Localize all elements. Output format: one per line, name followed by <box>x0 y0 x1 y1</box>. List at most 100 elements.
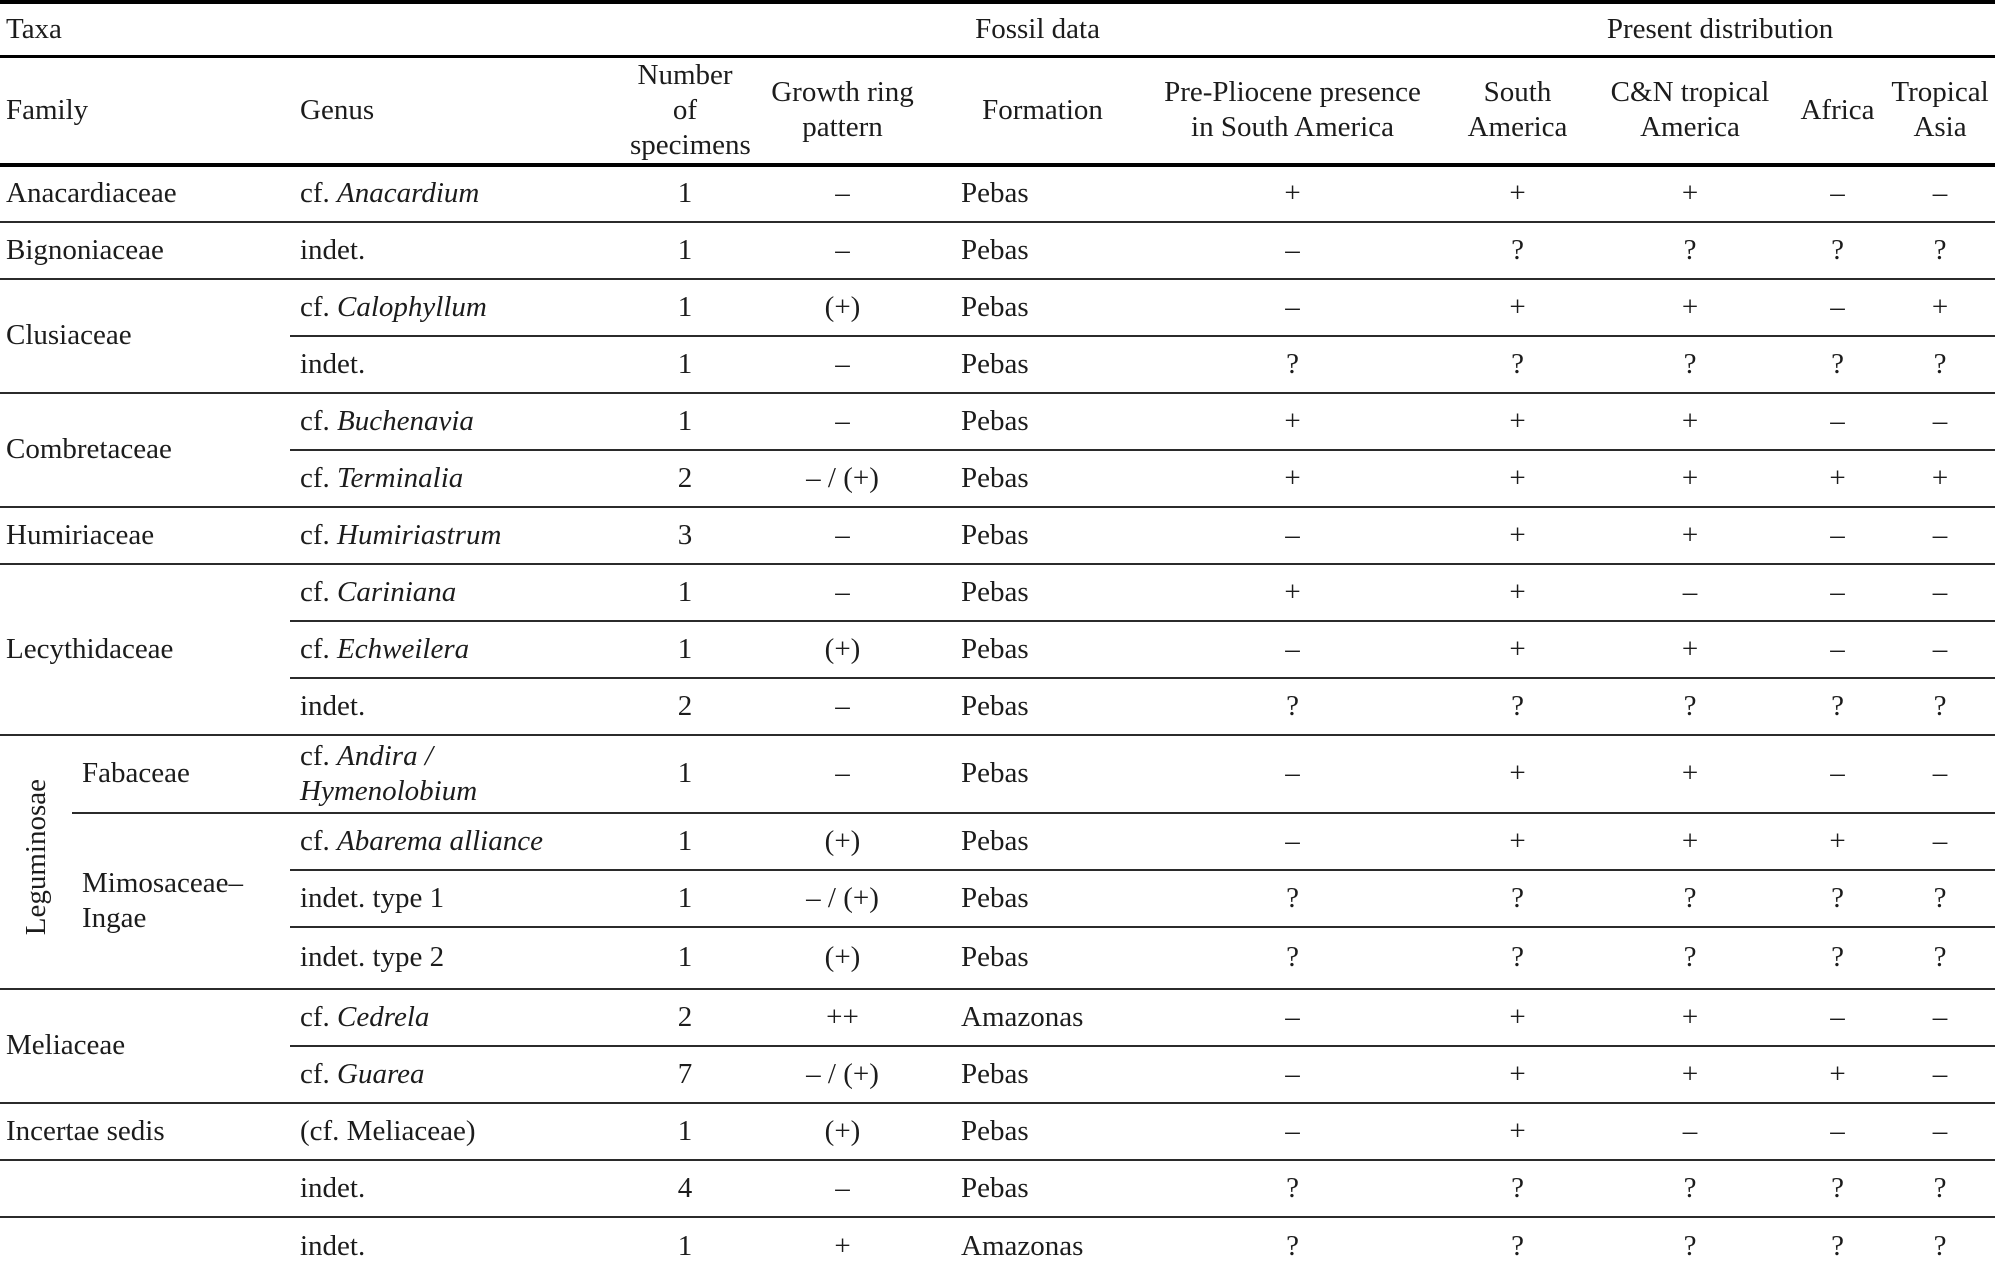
genus-cell: indet. <box>290 677 631 736</box>
table-row: cf. Echweilera 1 (+) Pebas – + + – – <box>0 620 1995 679</box>
formation-cell: Amazonas <box>961 1230 1084 1262</box>
growth-ring-cell: – <box>740 563 946 622</box>
cn-tropical-america-cell: + <box>1590 988 1791 1047</box>
genus-prefix: indet. <box>300 347 366 380</box>
genus-cell: cf. Cariniana <box>290 563 631 622</box>
genus-cell: cf. Terminalia <box>290 449 631 508</box>
formation-cell: Pebas <box>945 164 1141 223</box>
genus-name: Cariniana <box>337 575 457 608</box>
pre-pliocene-cell: – <box>1140 278 1446 337</box>
growth-ring-cell: (+) <box>740 926 946 990</box>
africa-cell: ? <box>1831 1230 1844 1262</box>
tropical-asia-cell: ? <box>1885 221 1995 280</box>
cn-tropical-america-cell: + <box>1590 278 1791 337</box>
formation-cell: Pebas <box>945 677 1141 736</box>
specimens-cell: 1 <box>677 1230 693 1262</box>
genus-cell: indet. type 2 <box>290 926 631 990</box>
specimens-cell: 1 <box>630 164 741 223</box>
specimens-cell: 2 <box>630 988 741 1047</box>
tropical-asia-cell: ? <box>1885 926 1995 990</box>
formation-cell: Pebas <box>945 392 1141 451</box>
table-row: Incertae sedis (cf. Meliaceae) 1 (+) Peb… <box>0 1102 1995 1161</box>
tropical-asia-cell: – <box>1885 812 1995 871</box>
south-america-cell: + <box>1445 164 1591 223</box>
africa-cell: – <box>1790 563 1886 622</box>
group-header-present-distribution: Present distribution <box>1445 2 1995 58</box>
growth-ring-cell: – <box>740 677 946 736</box>
leguminosae-vertical-label: Leguminosae <box>19 778 52 936</box>
pre-pliocene-cell: + <box>1140 563 1446 622</box>
table-row: indet. 1 + Amazonas ? ? ? ? ? <box>0 1217 1995 1266</box>
tropical-asia-cell: – <box>1885 1102 1995 1161</box>
family-cell: Anacardiaceae <box>0 164 290 223</box>
growth-ring-cell: – / (+) <box>740 449 946 508</box>
cn-tropical-america-cell: + <box>1590 449 1791 508</box>
formation-cell: Pebas <box>945 506 1141 565</box>
table-row: Combretaceae cf. Buchenavia 1 – Pebas + … <box>0 392 1995 508</box>
genus-prefix: indet. type 1 <box>300 881 445 914</box>
growth-ring-cell: – <box>740 1159 946 1218</box>
genus-prefix: cf. <box>300 632 338 665</box>
genus-prefix: cf. <box>300 177 338 209</box>
tropical-asia-cell: – <box>1885 1045 1995 1104</box>
table-row: indet. type 1 1 – / (+) Pebas ? ? ? ? ? <box>0 869 1995 928</box>
africa-cell: – <box>1790 988 1886 1047</box>
pre-pliocene-cell: ? <box>1140 677 1446 736</box>
column-header-tropical-asia: Tropical Asia <box>1885 56 1995 167</box>
family-cell <box>0 1159 290 1218</box>
growth-ring-cell: – <box>740 734 946 814</box>
specimens-cell: 2 <box>630 677 741 736</box>
column-header-genus: Genus <box>290 56 631 167</box>
growth-ring-cell: – <box>740 506 946 565</box>
south-america-cell: ? <box>1445 677 1591 736</box>
specimens-cell: 1 <box>630 1102 741 1161</box>
formation-cell: Pebas <box>945 869 1141 928</box>
pre-pliocene-cell: ? <box>1140 1159 1446 1218</box>
genus-prefix: cf. <box>300 824 338 857</box>
south-america-cell: + <box>1445 734 1591 814</box>
tropical-asia-cell: ? <box>1885 677 1995 736</box>
south-america-cell: + <box>1445 620 1591 679</box>
genus-prefix: cf. <box>300 290 338 323</box>
table-row: Lecythidaceae cf. Cariniana 1 – Pebas + … <box>0 563 1995 736</box>
specimens-cell: 1 <box>630 620 741 679</box>
genus-cell: cf. Humiriastrum <box>290 506 631 565</box>
specimens-cell: 3 <box>630 506 741 565</box>
africa-cell: – <box>1790 278 1886 337</box>
genus-prefix: indet. <box>300 1171 366 1204</box>
formation-cell: Pebas <box>945 449 1141 508</box>
tropical-asia-cell: – <box>1885 620 1995 679</box>
family-cell: Lecythidaceae <box>0 563 290 736</box>
south-america-cell: ? <box>1511 1230 1524 1262</box>
pre-pliocene-cell: ? <box>1140 335 1446 394</box>
africa-cell: – <box>1790 734 1886 814</box>
cn-tropical-america-cell: – <box>1590 563 1791 622</box>
pre-pliocene-cell: – <box>1140 988 1446 1047</box>
tropical-asia-cell: – <box>1885 734 1995 814</box>
south-america-cell: ? <box>1445 1159 1591 1218</box>
tropical-asia-cell: + <box>1885 449 1995 508</box>
column-header-row: Family Genus Number of specimens Growth … <box>0 56 1995 167</box>
genus-cell: cf. Buchenavia <box>290 392 631 451</box>
genus-name: Anacardium <box>337 177 480 209</box>
formation-cell: Pebas <box>945 1045 1141 1104</box>
south-america-cell: + <box>1445 988 1591 1047</box>
africa-cell: ? <box>1790 335 1886 394</box>
table-row: Anacardiaceae cf. Anacardium 1 – Pebas +… <box>0 164 1995 223</box>
africa-cell: ? <box>1790 1159 1886 1218</box>
genus-cell: cf. Anacardium <box>290 164 631 223</box>
family-cell <box>0 1217 290 1266</box>
africa-cell: ? <box>1790 869 1886 928</box>
south-america-cell: ? <box>1445 335 1591 394</box>
table-row: Leguminosae Fabaceae cf. Andira / Hymeno… <box>0 734 1995 990</box>
specimens-cell: 1 <box>630 221 741 280</box>
pre-pliocene-cell: ? <box>1286 1230 1299 1262</box>
cn-tropical-america-cell: ? <box>1683 1230 1697 1262</box>
family-cell: Incertae sedis <box>0 1102 290 1161</box>
specimens-cell: 2 <box>630 449 741 508</box>
subfamily-cell: Mimosaceae– Ingae <box>72 812 290 990</box>
genus-name: Cedrela <box>337 1000 430 1033</box>
cn-tropical-america-cell: + <box>1590 812 1791 871</box>
column-header-specimens: Number of specimens <box>630 56 751 167</box>
